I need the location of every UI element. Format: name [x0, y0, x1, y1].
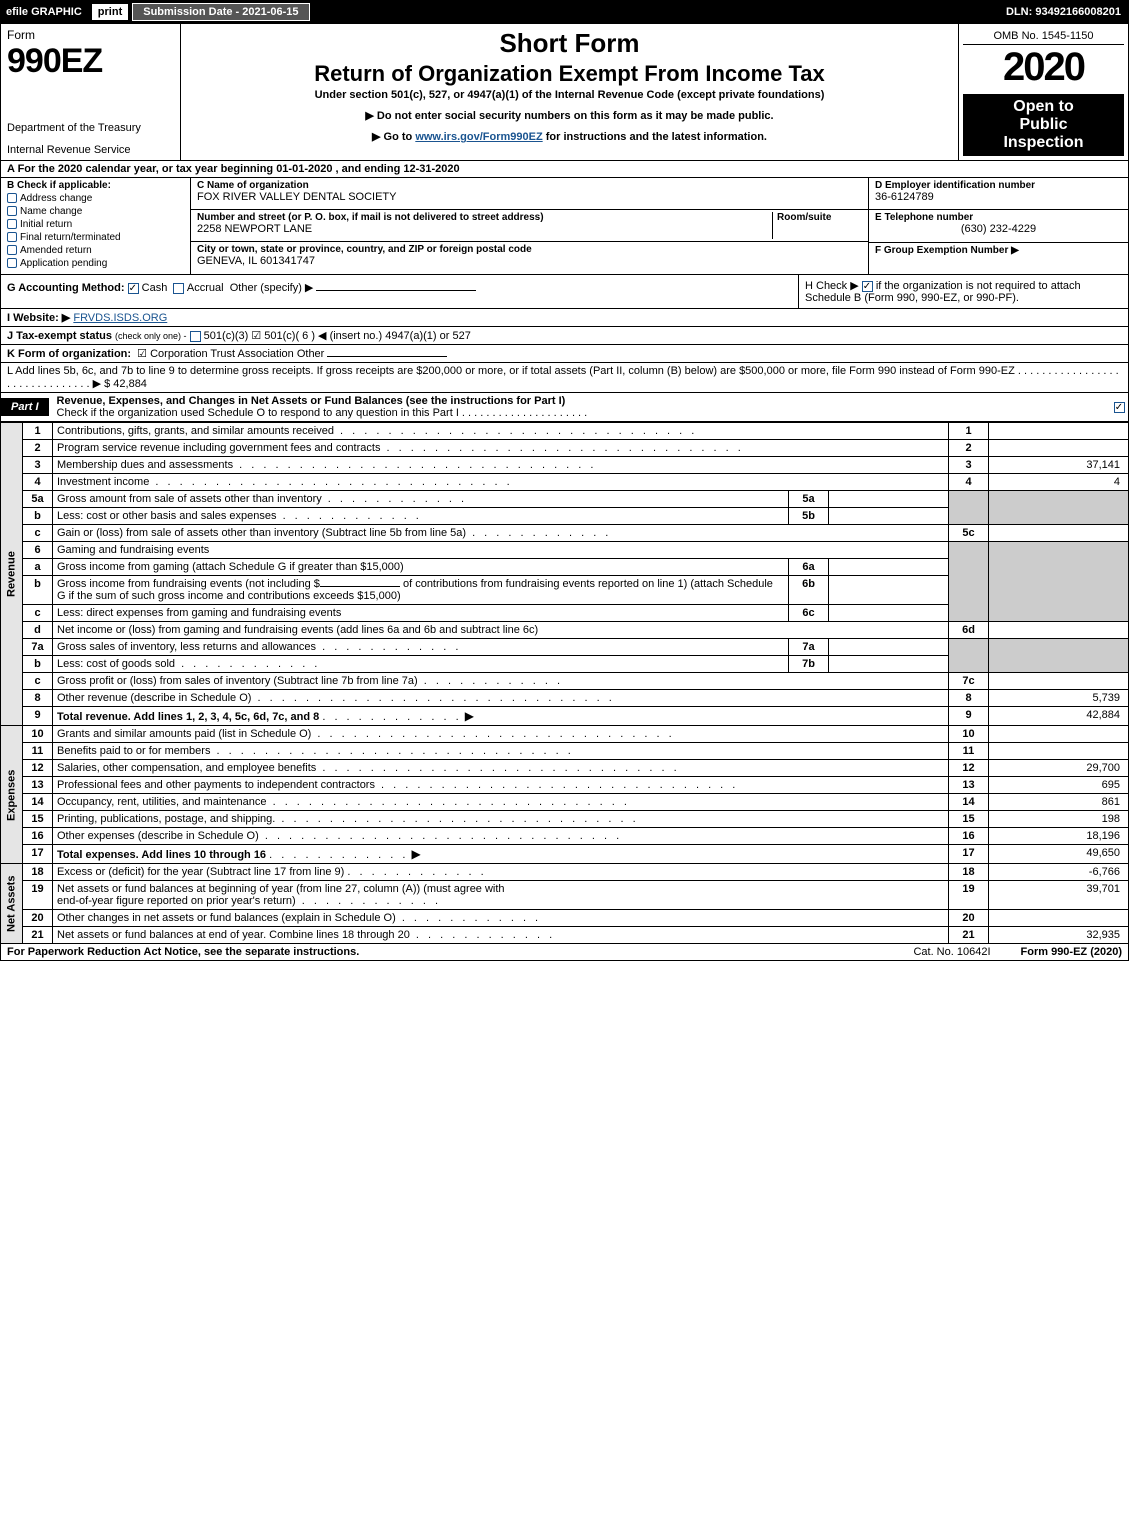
box-c: C Name of organization FOX RIVER VALLEY … — [191, 178, 868, 274]
amt-6d — [989, 622, 1129, 639]
part-1-tag: Part I — [1, 398, 49, 416]
header-right-box: OMB No. 1545-1150 2020 Open to Public In… — [958, 24, 1128, 160]
chk-name-change[interactable] — [7, 206, 17, 216]
chk-address-change[interactable] — [7, 193, 17, 203]
box-i: I Website: ▶ FRVDS.ISDS.ORG — [0, 309, 1129, 327]
amt-15: 198 — [989, 811, 1129, 828]
amt-11 — [989, 743, 1129, 760]
amt-2 — [989, 440, 1129, 457]
amt-10 — [989, 726, 1129, 743]
form-number: 990EZ — [7, 42, 174, 81]
form-id-box: Form 990EZ Department of the Treasury In… — [1, 24, 181, 160]
part-1-table: Revenue 1Contributions, gifts, grants, a… — [0, 422, 1129, 944]
dln: DLN: 93492166008201 — [998, 4, 1129, 20]
irs-label: Internal Revenue Service — [7, 144, 174, 156]
website-link[interactable]: FRVDS.ISDS.ORG — [73, 312, 167, 324]
amt-3: 37,141 — [989, 457, 1129, 474]
box-k: K Form of organization: ☑ Corporation Tr… — [0, 345, 1129, 363]
part-1-header: Part I Revenue, Expenses, and Changes in… — [0, 393, 1129, 422]
amt-8: 5,739 — [989, 690, 1129, 707]
form-word: Form — [7, 28, 174, 42]
amt-13: 695 — [989, 777, 1129, 794]
instructions-link[interactable]: www.irs.gov/Form990EZ — [415, 131, 542, 143]
expenses-sidebar: Expenses — [1, 726, 23, 864]
amt-12: 29,700 — [989, 760, 1129, 777]
amt-5c — [989, 525, 1129, 542]
form-footer-label: Form 990-EZ (2020) — [1021, 946, 1122, 958]
short-form-title: Short Form — [191, 28, 948, 59]
amt-14: 861 — [989, 794, 1129, 811]
box-g: G Accounting Method: Cash Accrual Other … — [1, 275, 798, 308]
top-bar: efile GRAPHIC print Submission Date - 20… — [0, 0, 1129, 24]
chk-accrual[interactable] — [173, 283, 184, 294]
amt-20 — [989, 910, 1129, 927]
dept-label: Department of the Treasury — [7, 122, 174, 134]
return-title: Return of Organization Exempt From Incom… — [191, 61, 948, 87]
amt-7c — [989, 673, 1129, 690]
amt-18: -6,766 — [989, 864, 1129, 881]
revenue-sidebar: Revenue — [1, 423, 23, 726]
netassets-sidebar: Net Assets — [1, 864, 23, 944]
under-section: Under section 501(c), 527, or 4947(a)(1)… — [191, 89, 948, 101]
box-b: B Check if applicable: Address change Na… — [1, 178, 191, 274]
box-l: L Add lines 5b, 6c, and 7b to line 9 to … — [0, 363, 1129, 393]
chk-schedule-b[interactable] — [862, 281, 873, 292]
chk-final-return[interactable] — [7, 232, 17, 242]
amt-9: 42,884 — [989, 707, 1129, 726]
gross-receipts: 42,884 — [113, 378, 147, 390]
amt-1 — [989, 423, 1129, 440]
open-public-box: Open to Public Inspection — [963, 94, 1124, 156]
street-address: 2258 NEWPORT LANE — [197, 223, 772, 235]
notice-1: ▶ Do not enter social security numbers o… — [191, 109, 948, 122]
notice-2: ▶ Go to www.irs.gov/Form990EZ for instru… — [191, 130, 948, 143]
chk-schedule-o-part1[interactable] — [1114, 402, 1125, 413]
amt-19: 39,701 — [989, 881, 1129, 910]
tax-year-line: A For the 2020 calendar year, or tax yea… — [0, 161, 1129, 178]
efile-label: efile GRAPHIC — [0, 4, 88, 20]
amt-21: 32,935 — [989, 927, 1129, 944]
paperwork-notice: For Paperwork Reduction Act Notice, see … — [7, 946, 359, 958]
amt-16: 18,196 — [989, 828, 1129, 845]
omb-number: OMB No. 1545-1150 — [963, 28, 1124, 45]
chk-cash[interactable] — [128, 283, 139, 294]
phone: (630) 232-4229 — [875, 223, 1122, 235]
cat-no: Cat. No. 10642I — [913, 946, 990, 958]
chk-application-pending[interactable] — [7, 258, 17, 268]
chk-initial-return[interactable] — [7, 219, 17, 229]
box-j: J Tax-exempt status (check only one) - 5… — [0, 327, 1129, 345]
group-exemption-label: F Group Exemption Number ▶ — [875, 245, 1122, 256]
org-name: FOX RIVER VALLEY DENTAL SOCIETY — [197, 191, 862, 203]
box-h: H Check ▶ if the organization is not req… — [798, 275, 1128, 308]
amt-4: 4 — [989, 474, 1129, 491]
amt-17: 49,650 — [989, 845, 1129, 864]
chk-amended-return[interactable] — [7, 245, 17, 255]
city-state-zip: GENEVA, IL 601341747 — [197, 255, 862, 267]
print-button[interactable]: print — [92, 4, 128, 20]
box-def: D Employer identification number 36-6124… — [868, 178, 1128, 274]
header-title-box: Short Form Return of Organization Exempt… — [181, 24, 958, 160]
tax-year-big: 2020 — [963, 45, 1124, 90]
footer: For Paperwork Reduction Act Notice, see … — [0, 944, 1129, 961]
ein: 36-6124789 — [875, 191, 1122, 203]
submission-date: Submission Date - 2021-06-15 — [132, 3, 309, 21]
